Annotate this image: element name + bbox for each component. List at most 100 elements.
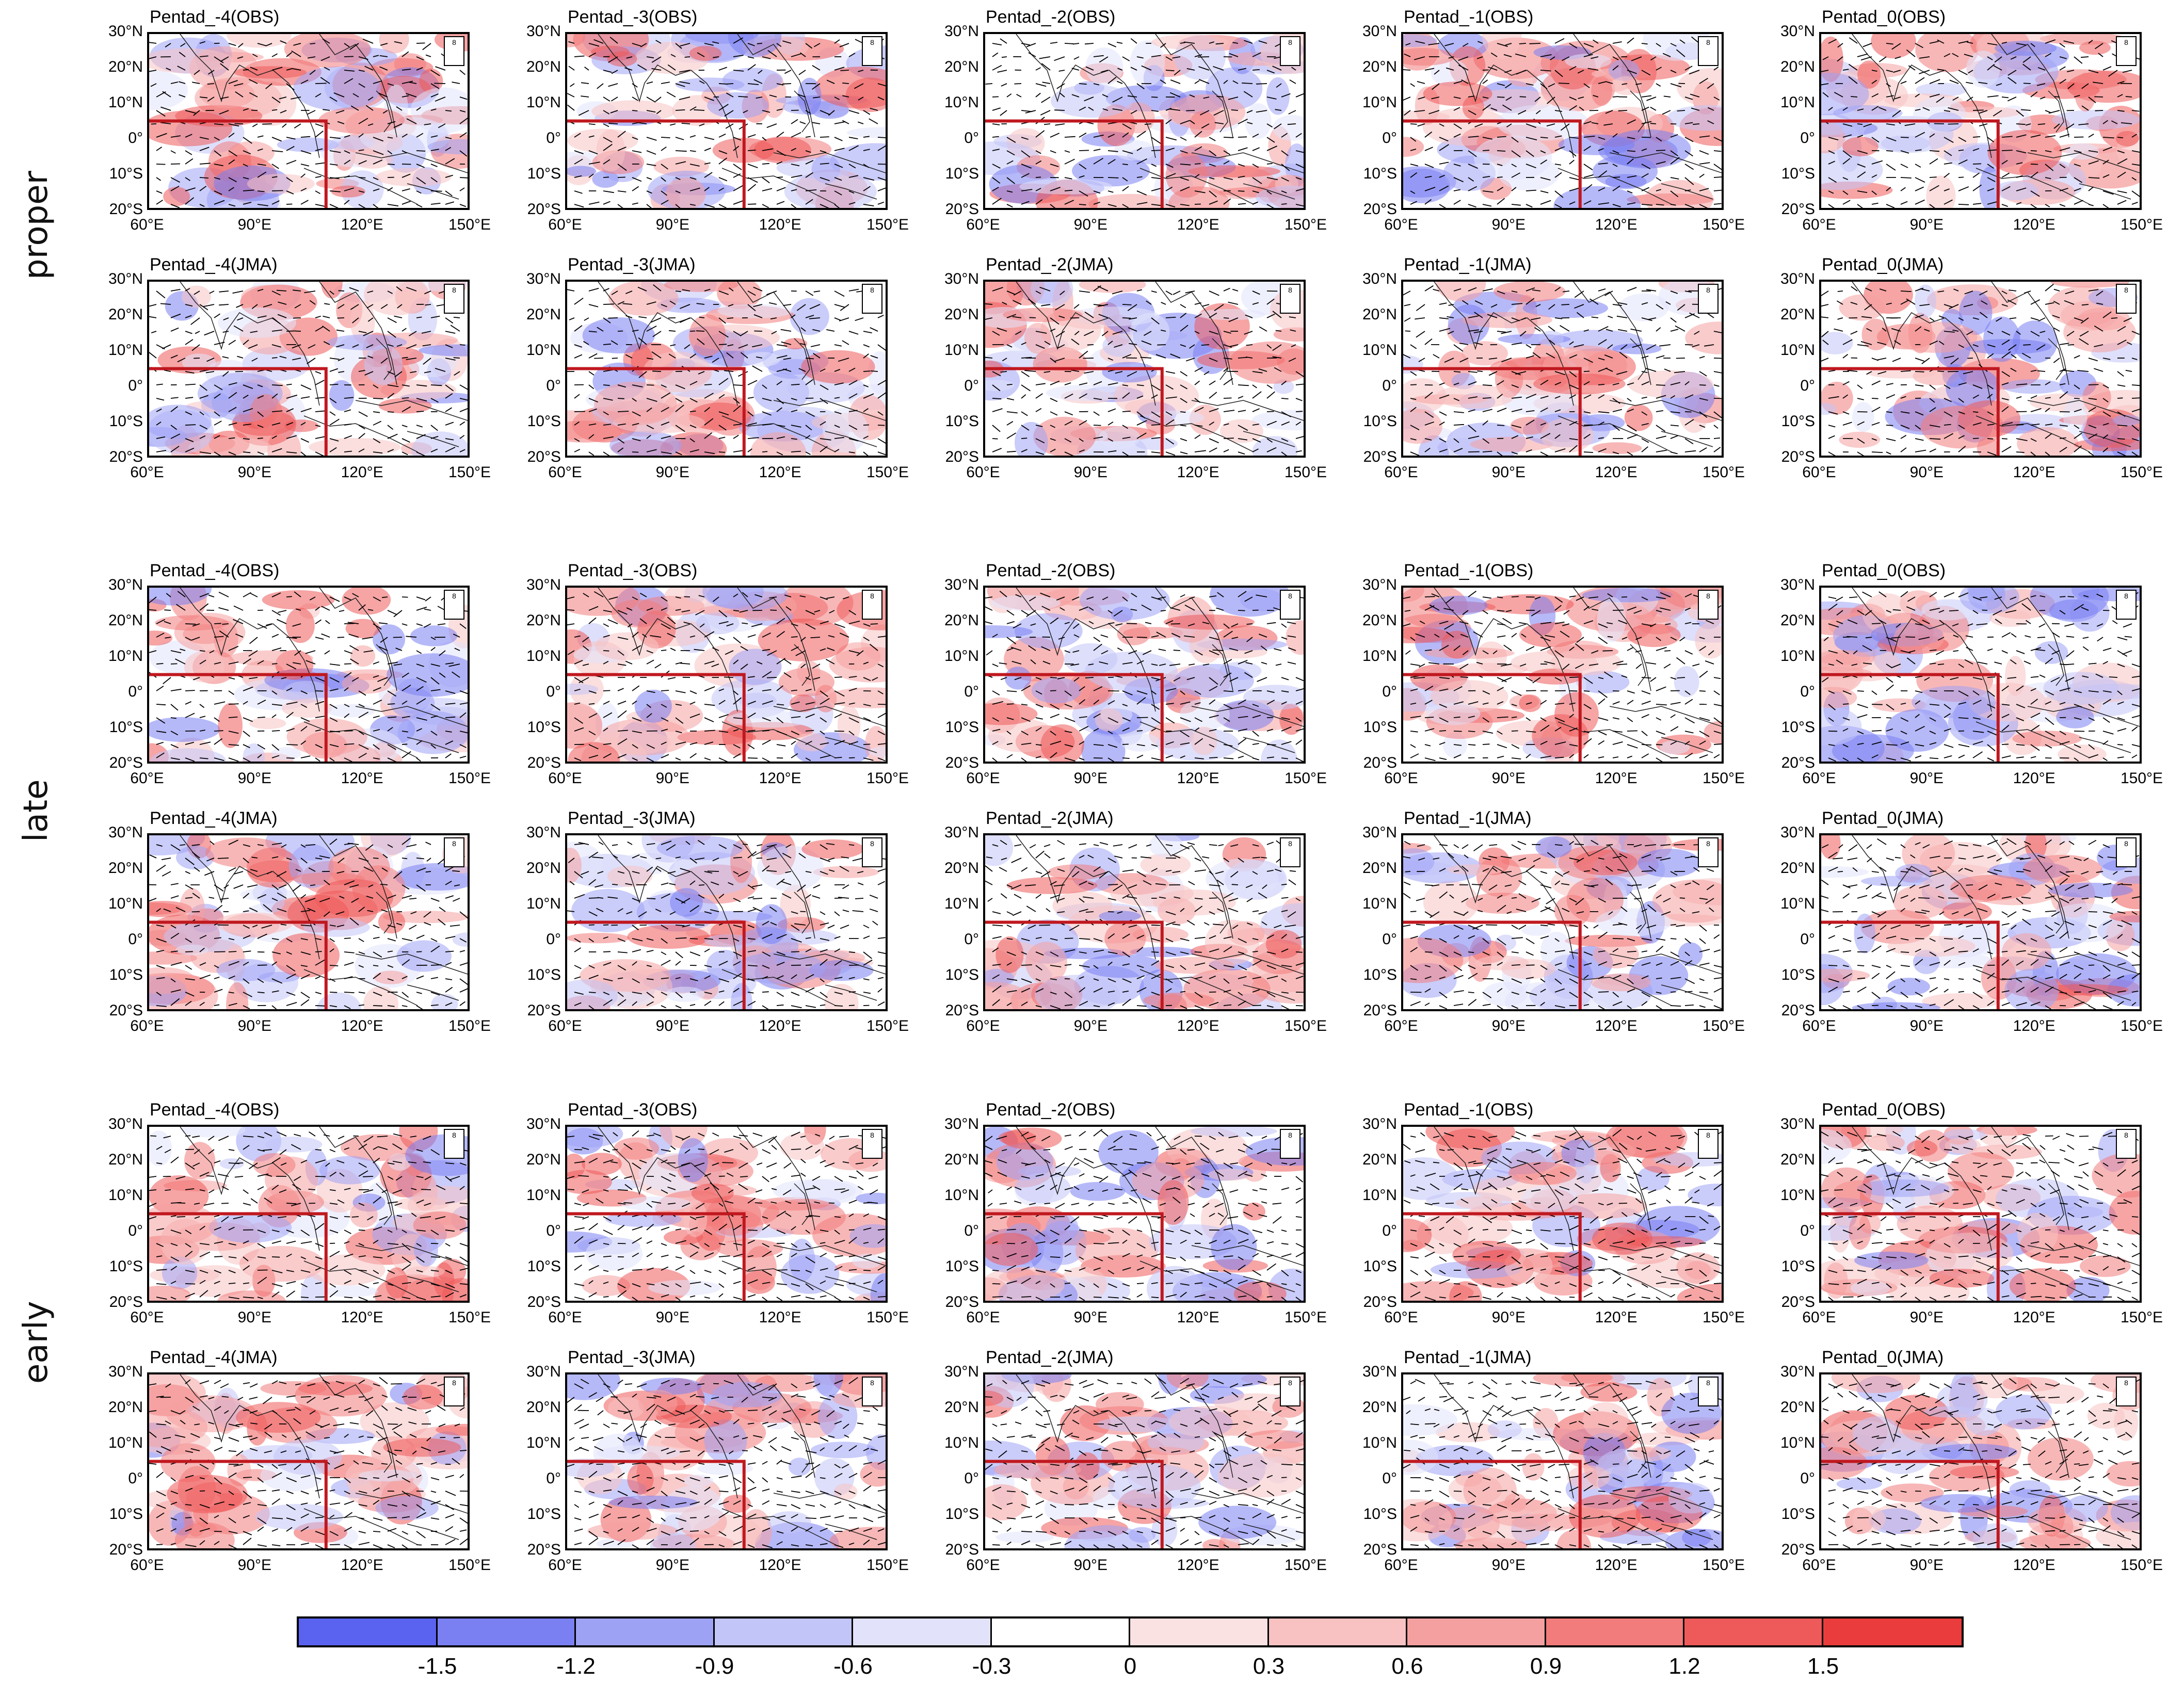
wind-arrow bbox=[1439, 411, 1447, 416]
wind-arrow bbox=[1504, 83, 1512, 89]
wind-arrow bbox=[236, 304, 244, 308]
wind-arrow bbox=[1093, 285, 1101, 292]
wind-arrow bbox=[1223, 177, 1233, 180]
wind-arrow bbox=[373, 55, 379, 57]
wind-arrow bbox=[315, 716, 325, 718]
wind-arrow bbox=[1173, 290, 1181, 295]
wind-arrow bbox=[877, 201, 885, 205]
wind-arrow bbox=[1641, 70, 1651, 76]
wind-arrow bbox=[1252, 52, 1261, 57]
wind-arrow bbox=[243, 731, 250, 737]
wind-arrow bbox=[1170, 79, 1181, 84]
wind-arrow bbox=[286, 52, 293, 57]
wind-arrow bbox=[597, 83, 604, 89]
wind-arrow bbox=[1130, 609, 1137, 611]
wind-arrow bbox=[1616, 371, 1628, 375]
wind-arrow bbox=[661, 407, 669, 412]
wind-arrow bbox=[1079, 757, 1085, 760]
wind-arrow bbox=[632, 186, 639, 191]
wind-arrow bbox=[1694, 331, 1700, 335]
wind-arrow bbox=[387, 331, 396, 338]
wind-arrow bbox=[1670, 637, 1677, 641]
anomaly-blob bbox=[271, 747, 301, 760]
wind-arrow bbox=[199, 186, 207, 191]
wind-arrow bbox=[1410, 688, 1418, 691]
wind-arrow bbox=[603, 712, 613, 718]
wind-arrow bbox=[1612, 65, 1619, 71]
wind-arrow bbox=[1569, 201, 1576, 205]
wind-arrow bbox=[1064, 200, 1074, 205]
wind-arrow bbox=[1252, 715, 1261, 718]
wind-arrow bbox=[329, 150, 341, 153]
wind-arrow bbox=[1656, 355, 1665, 359]
wind-arrow bbox=[1521, 317, 1527, 320]
wind-arrow bbox=[704, 741, 714, 745]
wind-arrow bbox=[783, 358, 792, 360]
wind-arrow bbox=[2088, 160, 2099, 165]
wind-arrow bbox=[1540, 622, 1552, 624]
wind-arrow bbox=[214, 190, 222, 195]
wind-arrow bbox=[1641, 381, 1650, 385]
anomaly-blob bbox=[696, 612, 740, 635]
wind-arrow bbox=[373, 204, 379, 208]
wind-arrow bbox=[1151, 187, 1162, 191]
wind-arrow bbox=[358, 133, 364, 138]
wind-arrow bbox=[430, 93, 439, 98]
wind-arrow bbox=[1229, 53, 1239, 57]
wind-arrow bbox=[1453, 288, 1462, 292]
wind-arrow bbox=[1699, 204, 1708, 208]
wind-arrow bbox=[718, 157, 728, 165]
wind-arrow bbox=[762, 700, 774, 705]
wind-arrow bbox=[382, 110, 388, 114]
wind-arrow bbox=[1128, 327, 1137, 332]
wind-arrow bbox=[304, 290, 316, 294]
wind-arrow bbox=[1098, 314, 1109, 318]
anomaly-blob bbox=[249, 717, 286, 730]
wind-arrow bbox=[1627, 70, 1637, 74]
wind-arrow bbox=[315, 637, 324, 640]
wind-arrow bbox=[1085, 677, 1094, 678]
wind-arrow bbox=[1184, 635, 1195, 638]
wind-arrow bbox=[2053, 301, 2060, 305]
wind-arrow bbox=[800, 327, 806, 332]
lon-tick-label: 60°E bbox=[1384, 464, 1418, 481]
wind-arrow bbox=[1021, 43, 1030, 45]
anomaly-blob bbox=[1079, 282, 1146, 293]
wind-arrow bbox=[2096, 290, 2103, 296]
wind-arrow bbox=[1281, 398, 1289, 399]
anomaly-blob bbox=[320, 282, 343, 299]
wind-arrow bbox=[1064, 650, 1071, 653]
wind-arrow bbox=[574, 190, 583, 194]
wind-arrow bbox=[164, 369, 171, 372]
anomaly-blob bbox=[410, 625, 458, 646]
anomaly-blob bbox=[1842, 137, 1878, 156]
wind-arrow bbox=[1511, 371, 1521, 376]
wind-arrow bbox=[170, 650, 182, 654]
wind-arrow bbox=[329, 164, 338, 166]
wind-arrow bbox=[1569, 66, 1577, 71]
wind-arrow bbox=[214, 313, 221, 318]
wind-arrow bbox=[733, 70, 744, 72]
wind-arrow bbox=[791, 119, 798, 124]
wind-arrow bbox=[2048, 110, 2060, 114]
wind-arrow bbox=[2016, 162, 2023, 165]
wind-arrow bbox=[337, 121, 345, 124]
wind-arrow bbox=[1641, 396, 1647, 399]
wind-arrow bbox=[1958, 445, 1966, 452]
wind-arrow bbox=[358, 160, 367, 165]
wind-arrow bbox=[1079, 716, 1087, 718]
wind-arrow bbox=[1886, 123, 1895, 126]
anomaly-blob bbox=[1436, 282, 1486, 302]
wind-arrow bbox=[387, 384, 399, 387]
lon-tick-label: 60°E bbox=[1802, 216, 1836, 233]
wind-arrow bbox=[1473, 331, 1483, 333]
wind-arrow bbox=[588, 353, 598, 359]
wind-arrow bbox=[166, 593, 171, 597]
wind-arrow bbox=[1070, 369, 1080, 372]
wind-arrow bbox=[805, 172, 813, 178]
wind-arrow bbox=[1641, 95, 1652, 98]
wind-arrow bbox=[1151, 635, 1159, 638]
wind-arrow bbox=[675, 137, 684, 140]
wind-arrow bbox=[1560, 630, 1570, 638]
lat-tick-label: 10°S bbox=[527, 413, 561, 430]
